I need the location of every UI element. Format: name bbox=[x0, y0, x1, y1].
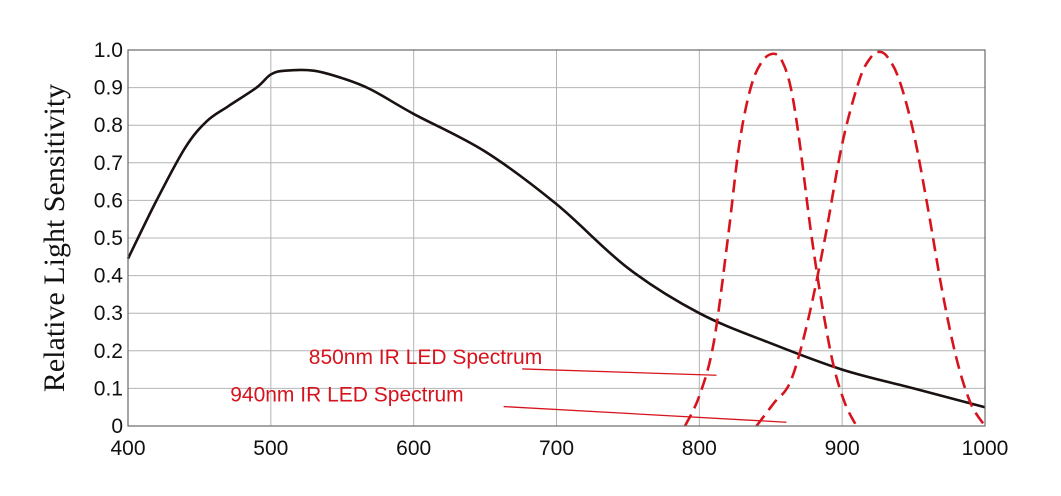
annotation-leader-line bbox=[503, 405, 787, 423]
series-group bbox=[126, 50, 987, 427]
x-tick-label: 1000 bbox=[962, 437, 1009, 460]
y-tick-label: 0.6 bbox=[94, 189, 123, 212]
y-tick-label: 0.1 bbox=[94, 377, 123, 400]
y-tick-label: 0.7 bbox=[94, 152, 123, 175]
x-tick-label: 400 bbox=[110, 437, 145, 460]
x-tick-label: 500 bbox=[253, 437, 288, 460]
x-tick-label: 700 bbox=[539, 437, 574, 460]
annotation-940nm: 940nm IR LED Spectrum bbox=[230, 384, 463, 407]
x-tick-label: 800 bbox=[682, 437, 717, 460]
y-tick-label: 0.2 bbox=[94, 340, 123, 363]
y-axis-label: Relative Light Sensitivity bbox=[38, 84, 71, 392]
y-tick-label: 0.3 bbox=[94, 302, 123, 325]
ir-940nm-spectrum-curve bbox=[755, 50, 987, 427]
annotations: 850nm IR LED Spectrum 940nm IR LED Spectr… bbox=[230, 346, 787, 423]
y-tick-label: 0.5 bbox=[94, 227, 123, 250]
y-tick-label: 0.9 bbox=[94, 77, 123, 100]
sensitivity-curve bbox=[126, 68, 986, 409]
y-tick-label: 0.4 bbox=[94, 265, 124, 288]
y-tick-label: 0.8 bbox=[94, 114, 123, 137]
ir-850nm-spectrum-curve bbox=[683, 52, 858, 427]
y-tick-label: 0 bbox=[111, 415, 123, 438]
plot-frame bbox=[127, 49, 986, 427]
annotation-850nm: 850nm IR LED Spectrum bbox=[309, 346, 542, 369]
x-tick-label: 600 bbox=[396, 437, 431, 460]
y-tick-label: 1.0 bbox=[94, 39, 123, 62]
x-tick-label: 900 bbox=[825, 437, 860, 460]
axes: 400 500 600 700 800 900 1000 0 0.1 0.2 0.3 0.4 0.5 0.… bbox=[94, 39, 1009, 460]
annotation-leader-line bbox=[522, 368, 717, 376]
